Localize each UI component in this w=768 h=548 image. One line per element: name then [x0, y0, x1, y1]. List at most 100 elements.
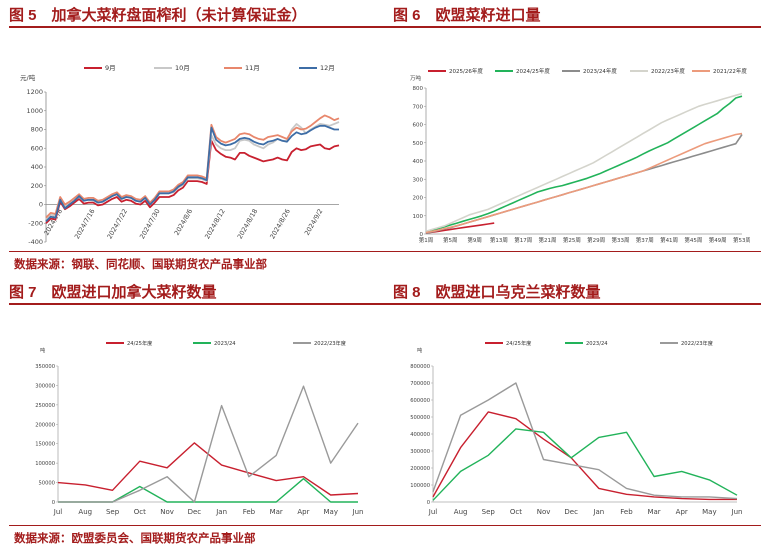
x-tick-label: 第41周 [660, 236, 678, 244]
x-tick-label: 第45周 [684, 236, 702, 244]
y-tick-label: 100000 [410, 483, 430, 489]
y-tick-label: -400 [28, 238, 43, 246]
bottom-title-rule [9, 303, 761, 305]
y-tick-label: 200000 [410, 466, 430, 472]
chart-fig7: 350000 300000 250000 200000 150000 100000 5000… [35, 339, 364, 516]
top-title-rule [9, 26, 761, 28]
series-line-1 [432, 411, 737, 501]
figure-6-title: 图 6 欧盟菜籽进口量 [393, 7, 541, 24]
legend-label: 12月 [320, 64, 335, 72]
y-tick-label: 0 [420, 232, 424, 238]
y-tick-label: 0 [52, 500, 55, 506]
top-source-rule [9, 251, 761, 252]
series-line-3 [45, 114, 340, 219]
series-line-2 [432, 428, 738, 501]
legend-label: 24/25年度 [506, 339, 531, 347]
y-axis-label: 吨 [417, 346, 422, 354]
y-tick-label: 50000 [38, 481, 55, 487]
y-tick-label: 700000 [410, 381, 430, 387]
x-tick-label: Apr [297, 508, 309, 516]
series-line-1 [425, 222, 495, 234]
legend-label: 2023/24 [586, 341, 608, 347]
series-line-5 [425, 132, 743, 234]
x-tick-label: Aug [454, 508, 468, 516]
x-tick-label: Jul [428, 508, 438, 516]
x-tick-label: Mar [647, 508, 660, 516]
figure-7-title: 图 7 欧盟进口加拿大菜籽数量 [9, 284, 217, 301]
x-tick-label: Jan [592, 508, 604, 516]
x-tick-label: 2024/8/18 [236, 208, 260, 241]
x-tick-label: 第37周 [636, 236, 654, 244]
x-tick-label: 2024/7/30 [138, 208, 162, 241]
x-tick-label: Nov [537, 508, 551, 516]
y-tick-label: 250000 [35, 403, 55, 409]
y-tick-label: 600 [413, 123, 424, 129]
legend-label: 24/25年度 [127, 339, 152, 347]
x-tick-label: 第49周 [709, 236, 727, 244]
x-tick-label: Dec [564, 508, 578, 516]
x-tick-label: Feb [620, 508, 633, 516]
y-axis-label: 元/吨 [20, 73, 36, 82]
x-tick-label: Jul [53, 508, 63, 516]
x-tick-label: Aug [78, 508, 92, 516]
figure-5-title: 图 5 加拿大菜籽盘面榨利（未计算保证金） [9, 7, 307, 24]
y-tick-label: -200 [28, 219, 43, 227]
y-axis-label: 万吨 [410, 74, 422, 82]
y-tick-label: 600000 [410, 398, 430, 404]
y-tick-label: 1000 [26, 107, 43, 115]
y-axis-label: 吨 [40, 346, 45, 354]
x-tick-label: 2024/8/6 [173, 208, 195, 237]
x-tick-label: Oct [510, 508, 522, 516]
figure-8-title: 图 8 欧盟进口乌克兰菜籽数量 [393, 284, 601, 301]
y-tick-label: 800 [413, 86, 424, 92]
legend-label: 2022/23年度 [681, 339, 713, 347]
chart-fig8: 800000 700000 600000 500000 400000 300000 2000… [410, 339, 742, 516]
y-tick-label: 800000 [410, 364, 430, 370]
y-tick-label: 400 [31, 163, 43, 171]
x-tick-label: May [702, 508, 716, 516]
x-tick-label: Sep [482, 508, 496, 516]
x-tick-label: Dec [188, 508, 202, 516]
x-tick-label: 第29周 [587, 236, 605, 244]
x-tick-label: 第1周 [419, 236, 434, 244]
y-tick-label: 1200 [26, 88, 43, 96]
x-tick-label: May [323, 508, 337, 516]
y-tick-label: 700 [413, 104, 424, 110]
x-tick-label: Jun [352, 508, 364, 516]
legend-label: 2023/24 [214, 341, 236, 347]
x-tick-label: Apr [676, 508, 688, 516]
x-tick-label: 第53周 [733, 236, 750, 244]
series-line-4 [45, 124, 339, 223]
x-tick-label: Mar [270, 508, 283, 516]
y-tick-label: 300000 [35, 383, 55, 389]
bottom-data-source: 数据来源：欧盟委员会、国联期货农产品事业部 [14, 533, 256, 545]
y-tick-label: 600 [31, 144, 43, 152]
x-tick-label: Nov [160, 508, 174, 516]
series-line-3 [432, 382, 738, 500]
x-tick-label: 2024/9/2 [303, 208, 325, 237]
x-tick-label: 2024/8/26 [268, 208, 292, 241]
legend-label: 9月 [105, 64, 116, 72]
y-tick-label: 200000 [35, 422, 55, 428]
x-tick-label: 2024/7/16 [73, 208, 97, 241]
chart-fig5: 120010008006004002000-200-400元/吨2024/7/8… [20, 64, 340, 246]
y-tick-label: 0 [39, 201, 43, 209]
x-tick-label: Jan [215, 508, 227, 516]
y-tick-label: 400000 [410, 432, 430, 438]
y-tick-label: 500 [413, 141, 424, 147]
x-tick-label: 第13周 [490, 236, 508, 244]
legend-label: 2023/24年度 [583, 67, 617, 75]
legend-label: 2024/25年度 [516, 67, 550, 75]
legend-label: 2022/23年度 [314, 339, 346, 347]
series-line-2 [425, 95, 743, 233]
y-tick-label: 400 [413, 159, 424, 165]
x-tick-label: 第21周 [539, 236, 557, 244]
x-tick-label: 2024/8/12 [203, 208, 227, 241]
top-data-source: 数据来源：钢联、同花顺、国联期货农产品事业部 [14, 259, 267, 271]
legend-label: 2021/22年度 [713, 67, 747, 75]
y-tick-label: 350000 [35, 364, 55, 370]
y-tick-label: 300000 [410, 449, 430, 455]
x-tick-label: 第5周 [443, 236, 458, 244]
legend-label: 2025/26年度 [449, 67, 483, 75]
